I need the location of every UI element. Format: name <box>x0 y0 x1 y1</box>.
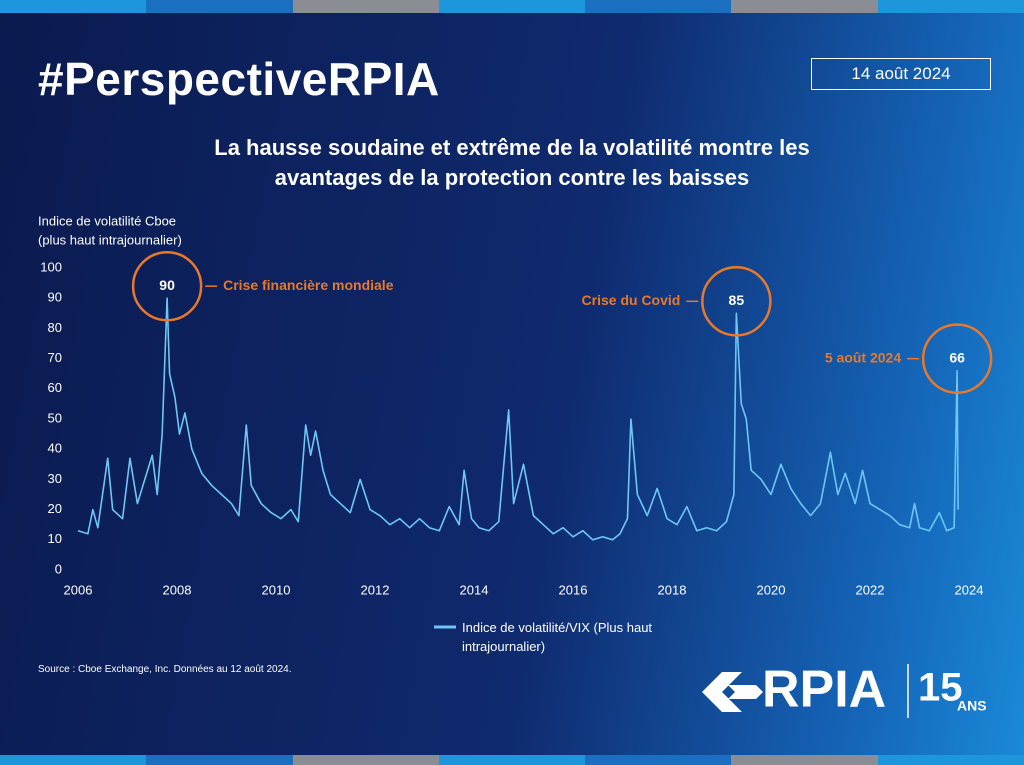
x-tick-label: 2006 <box>64 582 93 597</box>
annotation-text: Crise du Covid <box>582 292 681 308</box>
y-axis-label: (plus haut intrajournalier) <box>38 232 182 247</box>
y-tick-label: 90 <box>48 290 62 305</box>
bottom-bar <box>0 755 1024 765</box>
top-bar <box>0 0 1024 13</box>
annotation-value: 85 <box>729 292 745 308</box>
y-tick-label: 100 <box>40 259 62 274</box>
y-tick-label: 50 <box>48 410 62 425</box>
chart-title: La hausse soudaine et extrême de la vola… <box>214 135 810 190</box>
annotation-circle <box>701 266 772 337</box>
logo-unit: ANS <box>957 698 987 714</box>
x-tick-label: 2010 <box>262 582 291 597</box>
annotation-value: 90 <box>159 277 175 293</box>
y-tick-label: 0 <box>55 561 62 576</box>
x-tick-label: 2020 <box>757 582 786 597</box>
date: 14 août 2024 <box>811 58 991 90</box>
x-tick-label: 2012 <box>361 582 390 597</box>
logo: RPIA 15 ANS <box>702 661 987 719</box>
data-line <box>77 297 959 541</box>
annotation-value: 66 <box>949 349 965 365</box>
x-tick-label: 2018 <box>658 582 687 597</box>
annotation-text: 5 août 2024 <box>825 349 901 365</box>
x-tick-label: 2024 <box>955 582 984 597</box>
y-tick-label: 30 <box>48 471 62 486</box>
y-tick-label: 10 <box>48 531 62 546</box>
x-tick-label: 2008 <box>163 582 192 597</box>
y-tick-label: 70 <box>48 350 62 365</box>
x-tick-label: 2014 <box>460 582 489 597</box>
y-tick-label: 20 <box>48 501 62 516</box>
legend-label: Indice de volatilité/VIX (Plus haut intr… <box>462 620 653 654</box>
y-tick-label: 60 <box>48 380 62 395</box>
y-tick-label: 80 <box>48 320 62 335</box>
x-tick-label: 2022 <box>856 582 885 597</box>
y-tick-label: 40 <box>48 441 62 456</box>
logo-name: RPIA <box>762 661 886 719</box>
annotation-text: Crise financière mondiale <box>223 277 394 293</box>
logo-years: 15 <box>918 666 963 710</box>
y-axis-label: Indice de volatilité Cboe <box>38 213 176 228</box>
x-tick-label: 2016 <box>559 582 588 597</box>
annotation-circle <box>131 250 203 322</box>
source: Source : Cboe Exchange, Inc. Données au … <box>38 664 292 675</box>
hashtag: #PerspectiveRPIA <box>38 53 440 105</box>
annotation-circle <box>921 323 993 394</box>
